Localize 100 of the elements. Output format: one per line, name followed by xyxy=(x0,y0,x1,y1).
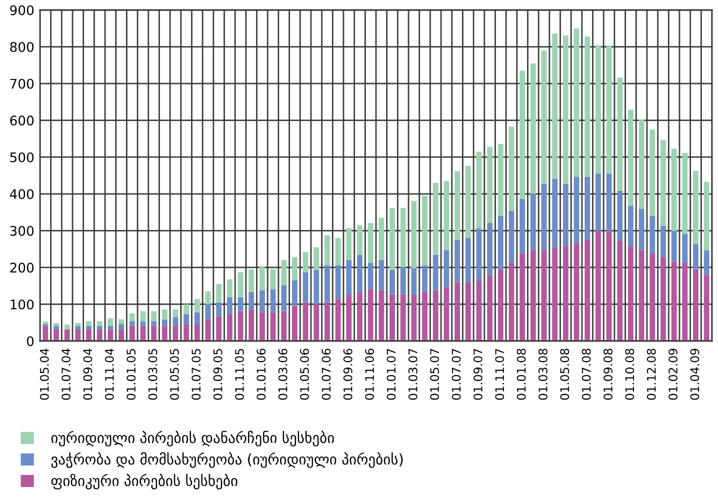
bar xyxy=(302,272,308,302)
bar xyxy=(422,196,428,266)
bar xyxy=(324,265,330,302)
x-tick-label: 01.09.05 xyxy=(213,348,222,400)
bar xyxy=(574,28,580,177)
bar xyxy=(42,326,48,341)
bar xyxy=(606,231,612,341)
bar xyxy=(650,253,656,341)
bar xyxy=(238,311,244,341)
x-tick-label: 01.05.04 xyxy=(40,348,49,400)
bar xyxy=(552,178,558,248)
bar xyxy=(595,45,601,174)
x-tick-label: 01.01.07 xyxy=(386,348,396,400)
x-tick-label: 01.05.08 xyxy=(560,348,570,400)
bar xyxy=(129,313,135,322)
x-tick-label: 01.10.08 xyxy=(625,348,634,400)
bar xyxy=(378,260,384,290)
bar xyxy=(248,269,254,292)
x-tick-label: 01.01.06 xyxy=(256,348,266,400)
bar xyxy=(606,45,612,174)
x-tick-label: 01.07.07 xyxy=(452,348,461,400)
bar xyxy=(194,299,200,312)
bar xyxy=(476,280,482,341)
bar xyxy=(574,176,580,244)
bar xyxy=(617,240,623,341)
bar xyxy=(86,329,92,341)
bar xyxy=(54,329,59,341)
bar xyxy=(628,206,634,246)
bar xyxy=(606,174,612,232)
bar xyxy=(129,321,135,326)
y-tick-label: 900 xyxy=(10,5,34,16)
bar xyxy=(660,140,666,226)
x-tick-label: 01.01.05 xyxy=(126,348,136,400)
bar xyxy=(650,216,656,254)
bar xyxy=(454,282,460,341)
bar xyxy=(216,302,222,316)
bar xyxy=(465,238,471,282)
bar xyxy=(96,329,102,341)
bar xyxy=(682,152,688,234)
bar xyxy=(693,244,698,270)
bar xyxy=(314,247,320,270)
bar xyxy=(64,324,70,330)
bar xyxy=(357,292,362,341)
bar xyxy=(172,317,178,326)
bar xyxy=(660,257,666,341)
bar xyxy=(411,200,417,268)
legend-label: ფიზიკური პირების სესხები xyxy=(51,474,238,490)
x-tick-label: 01.09.06 xyxy=(343,348,352,400)
x-tick-label: 01.12.08 xyxy=(646,348,656,400)
x-tick-label: 01.05.07 xyxy=(430,348,440,400)
bar xyxy=(454,171,460,240)
bar xyxy=(530,63,536,194)
bar xyxy=(54,326,59,330)
bar xyxy=(638,250,644,341)
bar xyxy=(42,322,48,324)
x-tick-label: 01.07.05 xyxy=(192,348,201,400)
bar xyxy=(584,240,590,341)
bar xyxy=(400,267,406,294)
bar xyxy=(693,170,698,244)
bar xyxy=(302,302,308,341)
bar xyxy=(432,290,438,341)
x-tick-label: 01.11.05 xyxy=(235,348,244,400)
bar xyxy=(108,318,114,326)
bar xyxy=(638,120,644,209)
bar xyxy=(444,287,450,341)
bar xyxy=(75,322,81,326)
bar xyxy=(118,324,124,330)
bar xyxy=(194,312,200,324)
bar xyxy=(541,250,547,341)
bar xyxy=(226,297,232,314)
bar xyxy=(140,321,146,326)
y-tick-label: 300 xyxy=(10,226,34,236)
bar xyxy=(335,299,341,341)
y-tick-label: 200 xyxy=(10,262,34,273)
bar xyxy=(281,311,287,341)
y-tick-label: 600 xyxy=(10,116,34,126)
bar xyxy=(118,329,124,341)
bar xyxy=(693,270,698,341)
x-tick-label: 01.01.08 xyxy=(516,348,526,400)
bar xyxy=(520,199,526,254)
bar xyxy=(270,269,276,290)
bar xyxy=(184,314,190,324)
bar xyxy=(118,319,124,324)
bar xyxy=(75,329,81,341)
bar xyxy=(628,246,634,341)
bar xyxy=(476,228,482,280)
bar xyxy=(259,267,265,290)
bar xyxy=(64,329,70,341)
bar xyxy=(270,312,276,341)
bar xyxy=(530,194,536,250)
bar xyxy=(671,231,677,262)
bar xyxy=(411,268,417,294)
bar xyxy=(390,270,395,294)
bar xyxy=(184,304,190,314)
bar xyxy=(194,324,200,341)
bar xyxy=(184,324,190,341)
x-tick-label: 01.03.05 xyxy=(148,348,158,400)
bar xyxy=(508,126,514,211)
x-tick-label: 01.02.09 xyxy=(668,348,678,400)
y-tick-label: 0 xyxy=(26,336,34,346)
